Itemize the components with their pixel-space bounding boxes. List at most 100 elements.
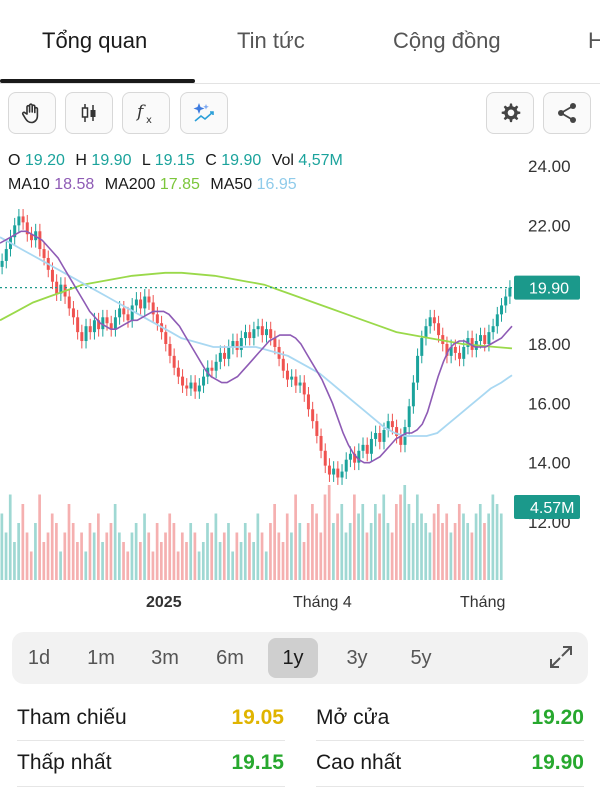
- candle-body: [416, 355, 420, 383]
- volume-tag: [514, 495, 580, 519]
- volume-tag-label: 4.57M: [530, 500, 574, 517]
- function-icon: f x: [135, 102, 152, 126]
- volume-bar: [164, 532, 167, 580]
- range-3y[interactable]: 3y: [346, 646, 368, 669]
- volume-bar: [449, 532, 453, 580]
- ma50-label: MA50: [210, 176, 253, 193]
- candle-body: [29, 234, 33, 241]
- price-chart[interactable]: 24.0022.0020.0018.0016.0014.0012.0019.90…: [0, 140, 600, 620]
- tab-cong-dong[interactable]: Cộng đồng: [393, 28, 501, 53]
- volume-bar: [138, 542, 142, 580]
- candle-body: [420, 338, 424, 356]
- volume-bar: [273, 504, 276, 580]
- time-range-selector: 1d 1m 3m 6m 1y 3y 5y: [12, 632, 588, 684]
- hand-tool-button[interactable]: [8, 92, 56, 134]
- candle-body: [252, 329, 256, 339]
- candle-body: [25, 222, 29, 235]
- ma50-value: 16.95: [256, 176, 297, 193]
- candle-body: [202, 376, 206, 386]
- volume-bar: [227, 523, 230, 580]
- candle-body: [143, 296, 147, 309]
- candle-body: [504, 296, 508, 306]
- range-5y[interactable]: 5y: [410, 646, 432, 669]
- ma200-value: 17.85: [159, 176, 200, 193]
- volume-bar: [134, 523, 138, 580]
- volume-bar: [210, 532, 214, 580]
- range-6m[interactable]: 6m: [216, 646, 244, 669]
- reference-price-value: 19.05: [231, 706, 284, 729]
- range-3m[interactable]: 3m: [151, 646, 179, 669]
- volume-bar: [21, 504, 25, 580]
- ma10-value: 18.58: [54, 176, 95, 193]
- volume-bar: [67, 504, 71, 580]
- settings-button[interactable]: [486, 92, 534, 134]
- candle-body: [369, 438, 373, 454]
- y-tick-label: 18.00: [528, 335, 571, 354]
- candle-body: [428, 317, 432, 327]
- tab-tong-quan[interactable]: Tổng quan: [42, 28, 148, 53]
- volume-bar: [290, 532, 293, 580]
- divider: [17, 786, 285, 787]
- candle-body: [340, 471, 344, 478]
- candle-body: [67, 296, 71, 309]
- tab-next[interactable]: H: [588, 28, 600, 53]
- candle-body: [172, 355, 176, 368]
- ai-sparkle-icon: [193, 103, 214, 122]
- candle-body: [432, 317, 436, 324]
- candlestick-button[interactable]: [65, 92, 113, 134]
- volume-bar: [122, 542, 125, 580]
- volume-bar: [365, 532, 369, 580]
- current-price-tag: [514, 275, 580, 300]
- candle-body: [348, 453, 352, 460]
- fullscreen-icon[interactable]: [548, 644, 574, 670]
- low-value: 19.15: [154, 152, 195, 169]
- candle-body: [353, 453, 357, 463]
- volume-bar: [466, 523, 470, 580]
- close-value: 19.90: [221, 152, 262, 169]
- volume-bar: [101, 542, 104, 580]
- candle-body: [139, 299, 143, 309]
- volume-bar: [151, 551, 155, 580]
- volume-bar: [294, 494, 297, 580]
- tab-tin-tuc[interactable]: Tin tức: [237, 28, 305, 53]
- candle-body: [113, 317, 117, 330]
- candle-body: [97, 320, 101, 330]
- range-1y[interactable]: 1y: [268, 638, 318, 678]
- range-1m[interactable]: 1m: [87, 646, 115, 669]
- candle-body: [382, 430, 386, 442]
- ma200-label: MA200: [104, 176, 156, 193]
- volume-bar: [38, 494, 41, 580]
- candle-body: [483, 335, 487, 344]
- y-tick-label: 24.00: [528, 157, 571, 176]
- share-button[interactable]: [543, 92, 591, 134]
- volume-bar: [176, 551, 180, 580]
- volume-value: 4,57M: [298, 152, 343, 169]
- candle-body: [147, 296, 151, 303]
- volume-bar: [17, 523, 20, 580]
- low-price-value: 19.15: [231, 751, 284, 774]
- candle-body: [151, 302, 155, 315]
- candle-body: [281, 358, 285, 371]
- candle-body: [164, 332, 168, 344]
- volume-bar: [201, 542, 205, 580]
- share-icon: [558, 103, 576, 123]
- volume-bar: [344, 532, 348, 580]
- candle-body: [59, 284, 63, 294]
- candle-body: [4, 249, 8, 261]
- volume-bar: [340, 504, 344, 580]
- volume-bar: [71, 523, 75, 580]
- candle-body: [235, 341, 239, 350]
- ai-analysis-button[interactable]: [180, 92, 228, 134]
- reference-price-label: Tham chiếu: [17, 706, 127, 729]
- volume-bar: [50, 513, 54, 580]
- volume-bar: [453, 523, 457, 580]
- gear-icon: [501, 103, 521, 123]
- candle-body: [118, 308, 122, 318]
- volume-bar: [113, 504, 117, 580]
- candle-body: [50, 269, 54, 282]
- candle-body: [71, 308, 75, 318]
- high-value: 19.90: [91, 152, 132, 169]
- range-1d[interactable]: 1d: [27, 646, 51, 669]
- volume-bar: [147, 532, 151, 580]
- indicators-button[interactable]: f x: [122, 92, 170, 134]
